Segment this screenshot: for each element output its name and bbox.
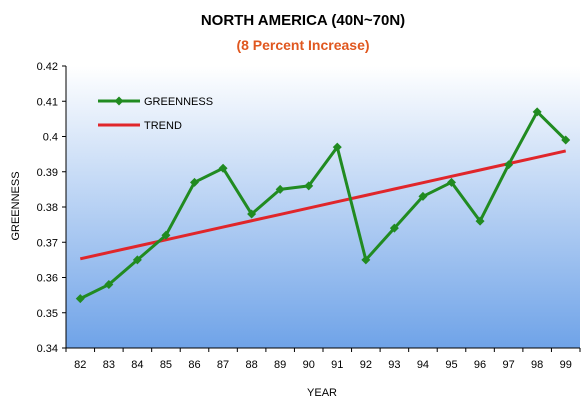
data-point-greenness (504, 160, 514, 170)
data-point-greenness (218, 163, 228, 173)
data-point-greenness (161, 230, 171, 240)
x-axis-title: YEAR (307, 387, 337, 399)
x-tick-label: 92 (360, 359, 372, 371)
x-tick-label: 87 (217, 359, 229, 371)
x-tick-label: 99 (560, 359, 572, 371)
data-point-greenness (132, 255, 142, 265)
y-tick-label: 0.37 (37, 237, 58, 249)
data-point-greenness (389, 223, 399, 233)
x-tick-label: 86 (188, 359, 200, 371)
x-tick-label: 93 (388, 359, 400, 371)
data-point-greenness (418, 191, 428, 201)
legend-marker-greenness (114, 96, 124, 106)
series-line-greenness (79, 110, 567, 300)
chart-title: NORTH AMERICA (40N~70N) (201, 12, 405, 29)
y-axis-title: GREENNESS (10, 171, 22, 240)
x-tick-label: 97 (502, 359, 514, 371)
x-tick-label: 94 (417, 359, 429, 371)
plot-area (66, 66, 580, 348)
data-point-greenness (561, 135, 571, 145)
data-point-greenness (361, 255, 371, 265)
legend-label-trend: TREND (144, 120, 182, 132)
x-tick-label: 88 (245, 359, 257, 371)
data-point-greenness (532, 107, 542, 117)
x-tick-label: 89 (274, 359, 286, 371)
y-tick-label: 0.39 (37, 167, 58, 179)
data-point-greenness (190, 177, 199, 187)
y-tick-label: 0.34 (37, 343, 58, 355)
x-tick-label: 98 (531, 359, 543, 371)
x-tick-label: 85 (160, 359, 172, 371)
data-point-greenness (75, 294, 85, 304)
series-layer (75, 107, 571, 304)
x-tick-label: 90 (303, 359, 315, 371)
data-point-greenness (332, 142, 342, 152)
x-tick-label: 95 (445, 359, 457, 371)
chart-subtitle: (8 Percent Increase) (236, 37, 369, 53)
x-tick-label: 84 (131, 359, 143, 371)
data-point-greenness (104, 280, 114, 290)
y-tick-label: 0.42 (37, 61, 58, 73)
y-tick-label: 0.38 (37, 202, 58, 214)
y-tick-label: 0.41 (37, 96, 58, 108)
data-point-greenness (304, 181, 314, 191)
data-point-greenness (275, 184, 285, 194)
y-axis: 0.34 0.35 0.36 0.37 0.38 0.39 0.4 0.41 0.42 (37, 61, 67, 355)
legend-label-greenness: GREENNESS (144, 96, 213, 108)
data-point-greenness (247, 209, 257, 219)
x-tick-label: 96 (474, 359, 486, 371)
data-point-greenness (475, 216, 485, 226)
data-point-greenness (447, 177, 456, 187)
x-tick-label: 91 (331, 359, 343, 371)
legend: GREENNESS TREND (98, 96, 213, 132)
y-tick-label: 0.35 (37, 308, 58, 320)
y-tick-label: 0.36 (37, 273, 58, 285)
x-axis: 82 83 84 85 86 87 88 89 90 91 92 93 94 95 96 97 98 99 (65, 347, 581, 371)
x-tick-label: 82 (74, 359, 86, 371)
x-tick-label: 83 (103, 359, 115, 371)
y-tick-label: 0.4 (43, 132, 58, 144)
